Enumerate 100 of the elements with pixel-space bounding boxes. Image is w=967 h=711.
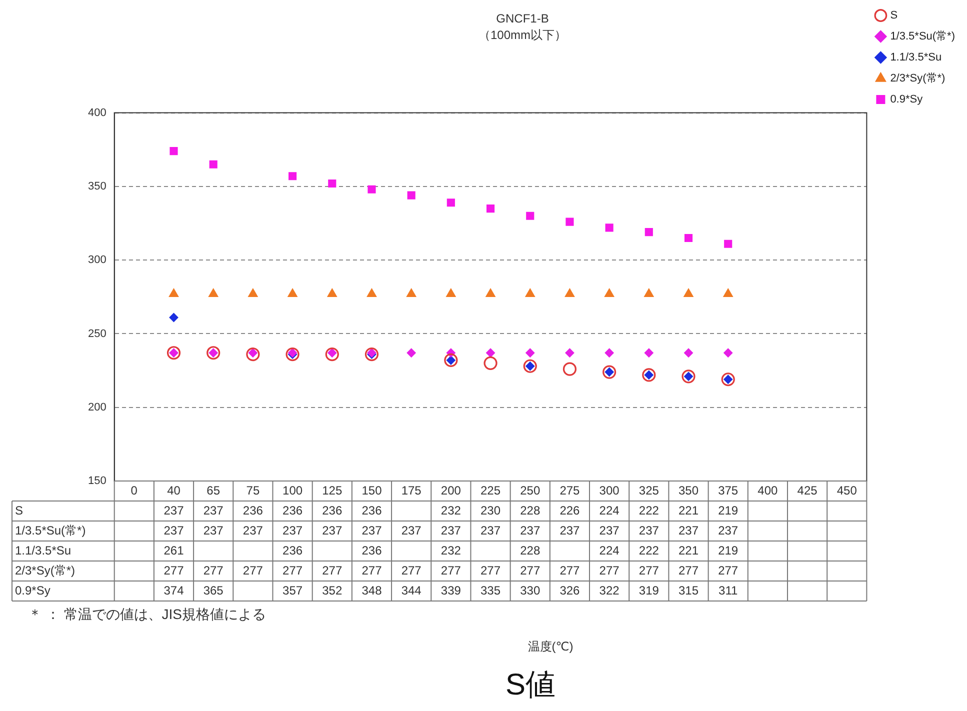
- point: [525, 288, 535, 297]
- point: [724, 240, 732, 248]
- x-tick-label: 175: [401, 483, 422, 498]
- data-label: 277: [560, 563, 580, 578]
- x-tick-label: 100: [282, 483, 303, 498]
- point: [562, 362, 577, 376]
- data-label: 237: [362, 523, 382, 538]
- legend-label: 1/3.5*Su(常*): [890, 30, 956, 43]
- point: [684, 288, 694, 297]
- x-tick-label: 350: [678, 483, 699, 498]
- point: [328, 179, 336, 188]
- x-tick-label: 225: [480, 483, 501, 498]
- point: [446, 288, 456, 297]
- legend-label: 2/3*Sy(常*): [890, 72, 946, 85]
- data-label: 277: [638, 563, 660, 578]
- point: [170, 147, 178, 156]
- point: [604, 288, 614, 297]
- point: [605, 224, 614, 232]
- data-label: 357: [282, 583, 303, 598]
- data-label: 232: [440, 503, 462, 518]
- x-tick-label: 300: [599, 483, 620, 498]
- y-tick-label: 200: [88, 401, 106, 414]
- data-label: 277: [322, 563, 342, 578]
- text: 温度(℃): [528, 639, 574, 654]
- x-tick-label: 450: [836, 483, 858, 498]
- point: [246, 348, 260, 362]
- data-label: 237: [322, 523, 342, 538]
- data-label: 222: [638, 543, 660, 558]
- data-label: 330: [520, 583, 540, 598]
- data-label: 219: [718, 503, 738, 518]
- x-tick-label: 200: [440, 483, 462, 498]
- data-label: 237: [203, 503, 224, 518]
- point: [208, 288, 218, 297]
- x-tick-label: 250: [520, 483, 540, 498]
- data-label: 315: [678, 583, 699, 598]
- point: [564, 288, 575, 297]
- x-tick-label: 65: [206, 483, 220, 498]
- x-tick-label: 150: [362, 483, 382, 498]
- data-label: 277: [520, 563, 540, 578]
- data-label: 236: [322, 503, 342, 518]
- data-label: 236: [362, 543, 382, 558]
- point: [325, 348, 339, 362]
- data-label: 277: [718, 563, 738, 578]
- point: [486, 204, 495, 213]
- y-tick-label: 400: [88, 106, 106, 119]
- chart-subtitle: （100mm以下）: [478, 28, 567, 42]
- point: [723, 288, 733, 297]
- data-label: 228: [520, 543, 540, 558]
- point: [684, 348, 694, 358]
- text: 1/3.5*Su(常*): [15, 523, 86, 538]
- legend-label: S: [890, 10, 898, 22]
- point: [644, 228, 653, 236]
- point: [644, 288, 654, 297]
- data-label: 221: [678, 503, 699, 518]
- data-label: 277: [440, 563, 462, 578]
- point: [406, 288, 416, 297]
- point: [288, 288, 298, 297]
- data-label: 277: [282, 563, 303, 578]
- point: [366, 288, 377, 297]
- point: [565, 348, 574, 358]
- data-label: 261: [164, 543, 184, 558]
- point: [526, 212, 534, 220]
- text: 2/3*Sy(常*): [15, 563, 76, 578]
- point: [364, 348, 379, 362]
- data-label: 237: [520, 523, 540, 538]
- data-label: 277: [678, 563, 699, 578]
- data-label: 237: [638, 523, 660, 538]
- x-tick-label: 400: [758, 483, 778, 498]
- x-tick-label: 40: [167, 483, 181, 498]
- data-label: 374: [164, 583, 184, 598]
- data-label: 228: [520, 503, 540, 518]
- point: [407, 191, 416, 200]
- y-tick-label: 350: [88, 180, 106, 192]
- y-tick-label: 250: [88, 328, 106, 340]
- data-label: 237: [440, 523, 462, 538]
- point: [604, 348, 614, 358]
- text: 1.1/3.5*Su: [15, 543, 72, 558]
- point: [526, 348, 535, 358]
- x-tick-label: 0: [130, 483, 138, 498]
- point: [248, 288, 258, 297]
- chart-title: GNCF1-B: [496, 12, 549, 26]
- point: [166, 346, 181, 360]
- text: S値: [506, 668, 556, 702]
- data-label: 237: [401, 523, 422, 538]
- data-label: 224: [599, 503, 620, 518]
- data-label: 237: [164, 503, 184, 518]
- data-label: 221: [678, 543, 699, 558]
- point: [486, 288, 496, 297]
- data-label: 236: [282, 543, 303, 558]
- y-tick-label: 300: [88, 254, 106, 266]
- data-label: 326: [560, 583, 580, 598]
- x-tick-label: 325: [638, 483, 660, 498]
- point: [169, 313, 178, 322]
- data-label: 322: [599, 583, 620, 598]
- point: [684, 234, 693, 242]
- x-tick-label: 425: [797, 483, 818, 498]
- data-label: 237: [164, 523, 184, 538]
- point: [486, 348, 496, 358]
- data-label: 277: [401, 563, 422, 578]
- text: ＊ ： 常温での値は、JIS規格値による: [28, 606, 266, 622]
